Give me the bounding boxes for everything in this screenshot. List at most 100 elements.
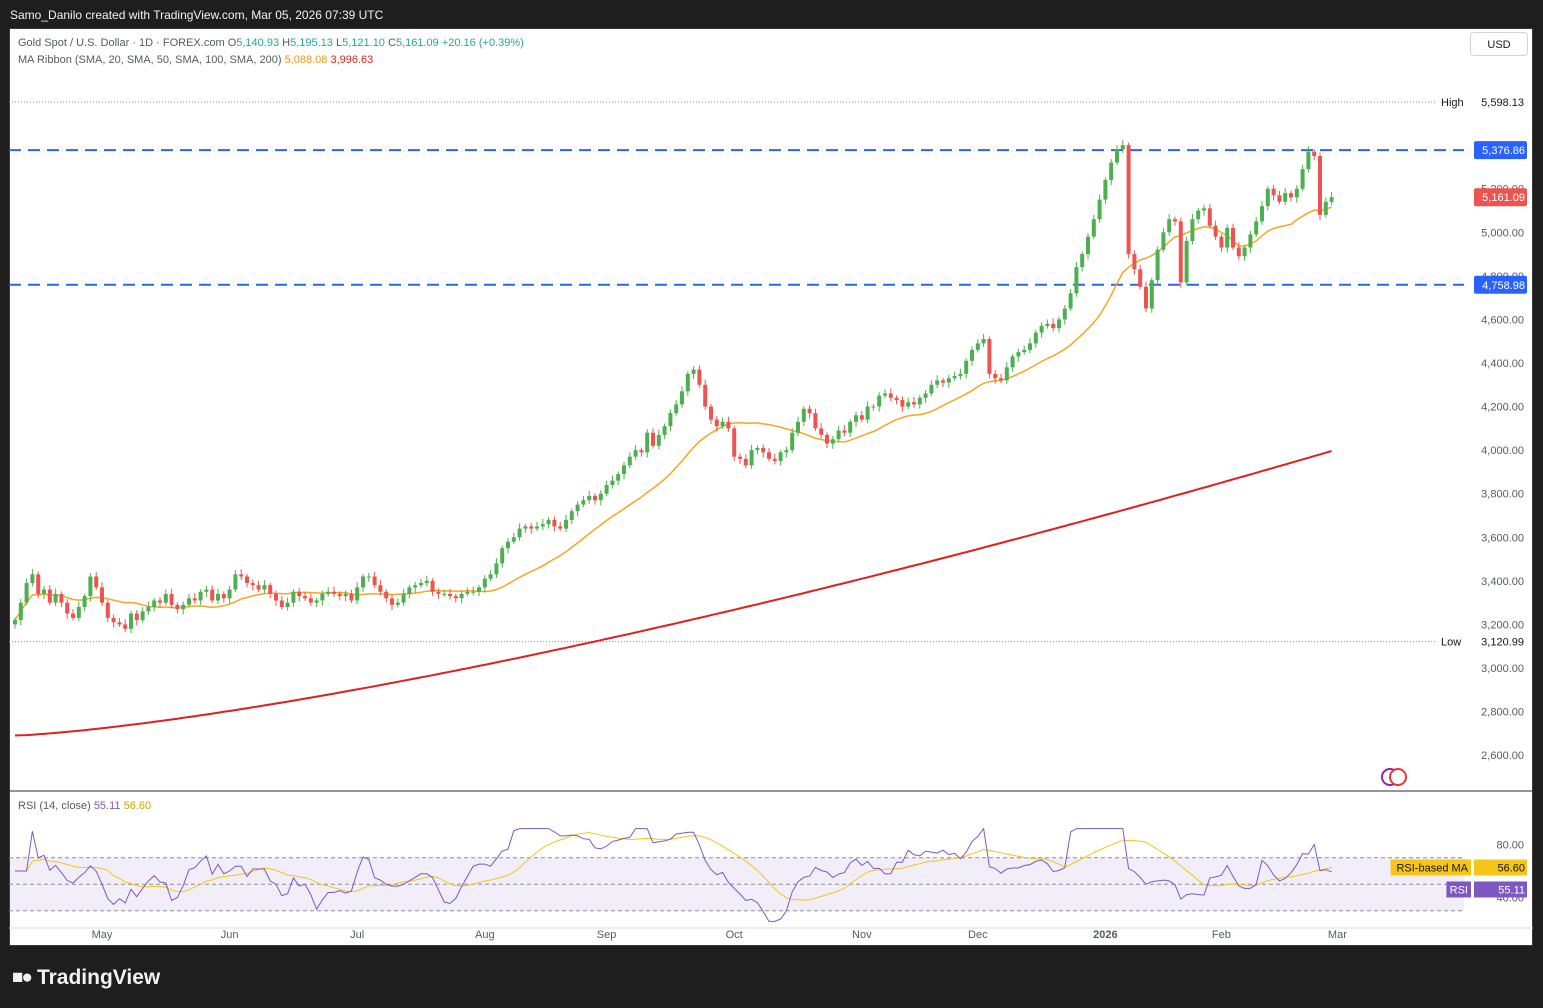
candle-body [245,576,249,584]
candle-body [158,600,162,603]
candle-body [581,500,586,505]
event-flag-icon[interactable] [1389,768,1407,786]
price-tick-label: 3,400.00 [1481,576,1524,588]
candle-body [552,519,557,527]
tradingview-brand: ■● TradingView [12,966,160,990]
candle-body [320,593,325,601]
candle-body [1312,151,1317,157]
candle-body [645,432,650,453]
candle-body [801,408,806,422]
candle-body [1184,241,1189,283]
candle-body [233,574,238,590]
ma200-line [14,450,1332,737]
candle-body [1115,149,1119,163]
chart-legend: Gold Spot / U.S. Dollar · 1D · FOREX.com… [18,35,524,69]
last-price-tag [1474,188,1527,207]
candle-body [1086,236,1090,255]
candle-body [813,413,818,429]
candle-body [535,526,539,529]
candle-body [436,591,441,594]
candle-body [349,593,354,601]
tradingview-logo-icon: ■● [12,967,33,988]
candle-body [668,413,673,427]
candle-body [1138,269,1143,287]
candle-body [378,585,383,592]
ma20-value: 5,088.08 [284,54,328,66]
candle-body [181,604,186,610]
candle-body [326,591,331,594]
candle-body [1202,208,1206,211]
candle-body [482,578,487,588]
candle-body [1283,193,1288,202]
candle-body [656,434,661,446]
candle-body [308,598,313,603]
candle-body [894,397,899,401]
candle-body [819,428,824,435]
candle-body [227,589,232,599]
price-chart[interactable]: 2,600.00 2,800.00 3,000.00 3,200.00 3,400.00… [9,28,1533,946]
rsi-value-tag [1474,881,1527,898]
candle-body [981,339,986,344]
open-value: 5,140.93 [236,37,280,49]
candle-body [604,485,609,494]
candle-body [767,452,771,459]
candle-body [100,587,104,603]
candle-body [303,596,307,599]
high-label: H [282,37,291,49]
candle-body [749,450,754,466]
candle-body [1318,156,1322,215]
candle-body [691,369,696,374]
candle-body [610,480,615,485]
candle-body [1306,151,1311,170]
candle-body [76,607,81,618]
ohlc-row: Gold Spot / U.S. Dollar · 1D · FOREX.com… [18,35,524,52]
candle-body [1097,199,1102,220]
candle-body [343,593,348,597]
candle-body [1103,180,1108,200]
candle-body [1167,219,1172,233]
candle-body [1080,254,1085,268]
candle-body [720,421,725,427]
price-tick-label: 2,800.00 [1481,707,1524,719]
time-axis-label: Feb [1212,929,1231,941]
candle-body [210,589,215,601]
candle-body [13,620,17,625]
candle-body [53,593,58,603]
candle-body [651,432,655,446]
candle-body [946,378,951,383]
candle-body [1190,219,1195,241]
candle-body [1051,323,1056,329]
price-tick-label: 4,600.00 [1481,314,1524,326]
candle-body [1010,356,1015,368]
candle-body [958,373,963,377]
candle-body [1149,280,1154,309]
candle-body [1207,208,1212,226]
candle-body [923,393,928,398]
price-tick-label: 3,000.00 [1481,663,1524,675]
candle-body [1242,247,1247,257]
price-tick-label: 3,600.00 [1481,532,1524,544]
candle-body [865,406,870,420]
rsi-ma-label-tag [1390,859,1471,876]
candle-body [1045,323,1050,326]
candle-body [1173,219,1177,222]
candle-body [384,591,389,599]
candle-body [680,391,684,405]
candle-body [616,474,621,481]
rsi-label: RSI (14, close) [18,800,91,812]
candle-body [146,607,151,612]
currency-button[interactable]: USD [1470,32,1528,56]
candle-body [517,528,522,538]
candle-body [1271,188,1276,196]
candle-body [622,465,626,475]
candle-body [117,622,122,625]
high-value: 5,195.13 [290,37,333,49]
rsi-label-tag [1446,881,1471,898]
candle-body [790,432,795,451]
time-axis-label: Mar [1328,929,1347,941]
candle-body [47,589,52,603]
candle-body [738,456,742,459]
candle-body [1022,349,1027,353]
candle-body [593,495,597,501]
time-axis-label: Sep [597,929,617,941]
